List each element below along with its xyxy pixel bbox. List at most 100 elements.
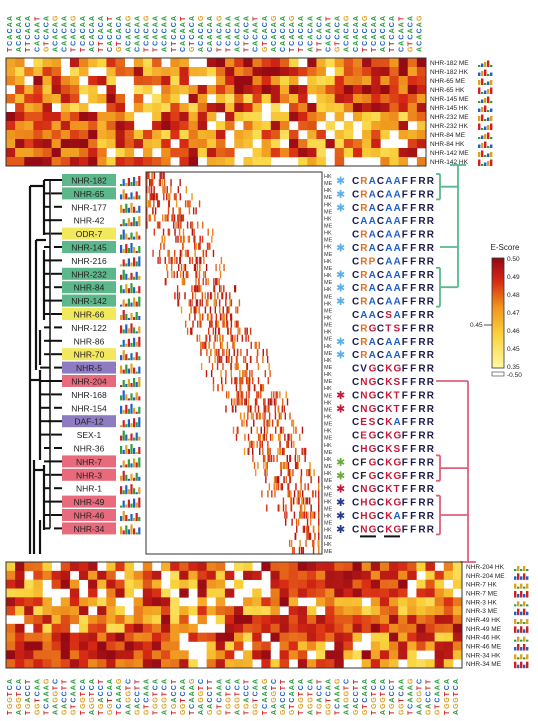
heat-cell <box>298 112 308 122</box>
kmer-base: A <box>207 41 214 46</box>
heat-cell <box>325 103 335 113</box>
heat-cell <box>33 76 43 86</box>
kmer-base: A <box>316 28 323 33</box>
small-logo <box>478 105 493 112</box>
heat-cell <box>124 157 135 167</box>
logo-bar <box>122 430 125 441</box>
kmer-base: T <box>107 698 114 703</box>
kmer-base: A <box>162 22 169 27</box>
heat-cell <box>352 570 362 580</box>
heat-stripe <box>256 398 258 406</box>
heat-cell <box>306 623 317 633</box>
kmer-base: C <box>398 47 405 52</box>
heat-cell <box>343 148 354 158</box>
logo-bar <box>122 269 125 280</box>
middle-heatmap-frame <box>145 171 323 555</box>
heat-stripe <box>266 469 268 477</box>
sequence-residue: A <box>385 189 392 200</box>
kmer-base: G <box>353 709 360 715</box>
heat-stripe <box>251 440 253 448</box>
heat-cell <box>188 606 198 616</box>
logo-bar <box>520 569 523 571</box>
kmer-base: G <box>371 703 378 709</box>
sequence-residue: C <box>352 243 359 254</box>
kmer-base: A <box>298 16 305 21</box>
kmer-base: A <box>244 16 251 21</box>
heat-stripe <box>166 271 169 279</box>
heat-stripe <box>146 186 148 194</box>
heat-stripe <box>257 405 260 413</box>
sequence-residue: F <box>410 323 416 334</box>
heat-cell <box>197 121 208 131</box>
heat-stripe <box>200 363 203 371</box>
heat-stripe <box>230 370 232 378</box>
heat-cell <box>142 139 153 149</box>
kmer-base: A <box>253 679 260 684</box>
group-highlight <box>62 267 116 280</box>
colorbar-segment <box>492 306 504 309</box>
logo-bar <box>517 636 520 642</box>
sequence-residue: C <box>352 230 359 241</box>
kmer-base: C <box>107 691 114 696</box>
heat-cell <box>216 94 226 104</box>
heat-cell <box>407 130 418 140</box>
heat-cell <box>161 650 171 660</box>
kmer-base: T <box>316 47 323 52</box>
hk-me-label: HK <box>324 528 332 534</box>
heat-cell <box>42 58 52 68</box>
heat-cell <box>370 588 381 598</box>
heat-cell <box>106 130 116 140</box>
heat-cell <box>316 139 326 149</box>
heat-cell <box>24 632 34 642</box>
heat-cell <box>69 615 80 625</box>
kmer-base: C <box>162 41 169 46</box>
kmer-base: A <box>398 28 405 33</box>
heat-cell <box>79 139 89 149</box>
heat-cell <box>151 632 162 642</box>
heat-stripe <box>212 228 214 236</box>
heat-stripe <box>256 412 258 420</box>
hk-me-label: HK <box>324 202 332 208</box>
heat-cell <box>261 606 271 616</box>
heat-cell <box>188 562 198 572</box>
heat-cell <box>316 597 326 607</box>
heat-cell <box>97 579 107 589</box>
heat-cell <box>152 103 162 113</box>
colorbar-segment <box>492 260 504 263</box>
heat-cell <box>352 632 362 642</box>
kmer-base: G <box>280 709 287 715</box>
heat-stripe <box>202 249 205 257</box>
heat-cell <box>179 130 189 140</box>
star-marker: ✱ <box>336 189 345 201</box>
heat-stripe <box>166 193 168 201</box>
kmer-base: A <box>62 704 69 709</box>
heat-cell <box>234 130 244 140</box>
protein-name: NHR-7 <box>76 457 102 467</box>
logo-bar <box>138 356 141 361</box>
small-logo <box>478 114 493 121</box>
heat-stripe <box>219 271 222 279</box>
kmer-base: C <box>80 28 87 33</box>
group-highlight <box>62 187 116 200</box>
heat-cell <box>88 632 98 642</box>
kmer-base: A <box>43 16 50 21</box>
kmer-base: A <box>398 22 405 27</box>
heat-stripe <box>252 454 254 463</box>
kmer-base: G <box>16 703 23 709</box>
heat-stripe <box>191 327 193 335</box>
heat-stripe <box>264 405 267 413</box>
kmer-base: C <box>89 41 96 46</box>
heat-stripe <box>266 355 269 363</box>
heat-cell <box>69 632 80 642</box>
heat-stripe <box>279 426 282 434</box>
kmer-base: T <box>225 710 232 715</box>
kmer-base: C <box>280 28 287 33</box>
heat-stripe <box>216 348 218 356</box>
heat-stripe <box>236 306 239 314</box>
heat-stripe <box>289 454 291 463</box>
heat-cell <box>88 139 98 149</box>
